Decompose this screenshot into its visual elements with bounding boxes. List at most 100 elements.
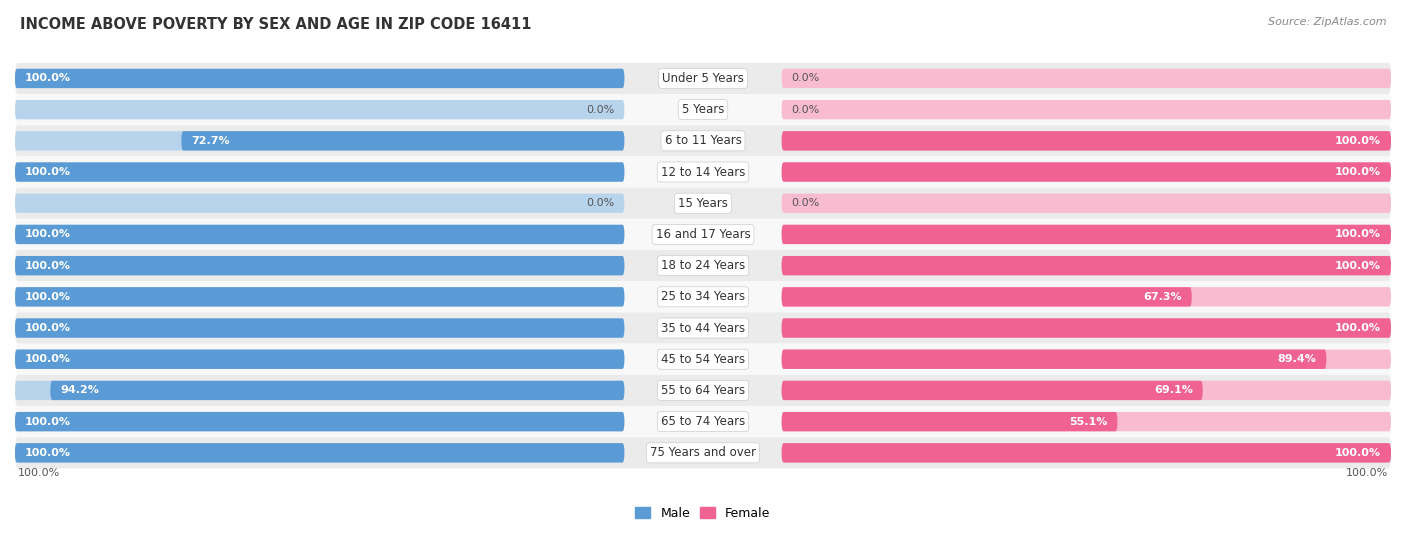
FancyBboxPatch shape [15, 412, 624, 432]
FancyBboxPatch shape [782, 412, 1118, 432]
Text: 100.0%: 100.0% [25, 354, 70, 364]
FancyBboxPatch shape [15, 287, 624, 306]
FancyBboxPatch shape [15, 69, 624, 88]
FancyBboxPatch shape [782, 443, 1391, 462]
FancyBboxPatch shape [782, 69, 1391, 88]
FancyBboxPatch shape [15, 256, 624, 276]
Text: 16 and 17 Years: 16 and 17 Years [655, 228, 751, 241]
FancyBboxPatch shape [15, 406, 1391, 437]
Text: 69.1%: 69.1% [1154, 386, 1192, 395]
FancyBboxPatch shape [782, 287, 1391, 306]
Text: 75 Years and over: 75 Years and over [650, 446, 756, 459]
Text: 6 to 11 Years: 6 to 11 Years [665, 134, 741, 148]
Text: 100.0%: 100.0% [1336, 167, 1381, 177]
Text: 100.0%: 100.0% [25, 292, 70, 302]
Text: 100.0%: 100.0% [25, 73, 70, 83]
Text: 0.0%: 0.0% [792, 198, 820, 209]
FancyBboxPatch shape [15, 319, 624, 338]
FancyBboxPatch shape [15, 437, 1391, 468]
Text: 0.0%: 0.0% [586, 105, 614, 115]
Text: 0.0%: 0.0% [586, 198, 614, 209]
FancyBboxPatch shape [15, 188, 1391, 219]
FancyBboxPatch shape [15, 250, 1391, 281]
Text: 15 Years: 15 Years [678, 197, 728, 210]
FancyBboxPatch shape [15, 319, 624, 338]
FancyBboxPatch shape [51, 381, 624, 400]
FancyBboxPatch shape [782, 131, 1391, 150]
FancyBboxPatch shape [15, 100, 624, 119]
Text: 67.3%: 67.3% [1143, 292, 1182, 302]
FancyBboxPatch shape [782, 443, 1391, 462]
FancyBboxPatch shape [15, 375, 1391, 406]
Text: 25 to 34 Years: 25 to 34 Years [661, 290, 745, 304]
Text: 55.1%: 55.1% [1069, 416, 1108, 427]
FancyBboxPatch shape [782, 225, 1391, 244]
FancyBboxPatch shape [15, 162, 624, 182]
FancyBboxPatch shape [15, 94, 1391, 125]
FancyBboxPatch shape [15, 256, 624, 276]
FancyBboxPatch shape [15, 281, 1391, 312]
FancyBboxPatch shape [15, 193, 624, 213]
FancyBboxPatch shape [782, 287, 1192, 306]
Text: 18 to 24 Years: 18 to 24 Years [661, 259, 745, 272]
FancyBboxPatch shape [782, 256, 1391, 276]
Text: Source: ZipAtlas.com: Source: ZipAtlas.com [1268, 17, 1386, 27]
FancyBboxPatch shape [782, 349, 1326, 369]
Text: Under 5 Years: Under 5 Years [662, 72, 744, 85]
FancyBboxPatch shape [782, 162, 1391, 182]
FancyBboxPatch shape [15, 157, 1391, 188]
FancyBboxPatch shape [782, 381, 1202, 400]
Text: 100.0%: 100.0% [25, 323, 70, 333]
FancyBboxPatch shape [782, 225, 1391, 244]
FancyBboxPatch shape [782, 162, 1391, 182]
Text: 100.0%: 100.0% [25, 260, 70, 271]
FancyBboxPatch shape [15, 312, 1391, 344]
Text: 0.0%: 0.0% [792, 105, 820, 115]
FancyBboxPatch shape [181, 131, 624, 150]
FancyBboxPatch shape [782, 319, 1391, 338]
FancyBboxPatch shape [15, 219, 1391, 250]
Text: 100.0%: 100.0% [1346, 468, 1388, 478]
FancyBboxPatch shape [15, 287, 624, 306]
FancyBboxPatch shape [15, 225, 624, 244]
Text: 100.0%: 100.0% [25, 448, 70, 458]
FancyBboxPatch shape [15, 349, 624, 369]
FancyBboxPatch shape [782, 412, 1391, 432]
Text: 100.0%: 100.0% [1336, 448, 1381, 458]
Text: 65 to 74 Years: 65 to 74 Years [661, 415, 745, 428]
FancyBboxPatch shape [782, 193, 1391, 213]
FancyBboxPatch shape [15, 381, 624, 400]
Text: 100.0%: 100.0% [25, 229, 70, 239]
Text: 35 to 44 Years: 35 to 44 Years [661, 321, 745, 334]
FancyBboxPatch shape [15, 344, 1391, 375]
FancyBboxPatch shape [15, 349, 624, 369]
Text: 89.4%: 89.4% [1278, 354, 1316, 364]
Text: 100.0%: 100.0% [1336, 229, 1381, 239]
Text: 55 to 64 Years: 55 to 64 Years [661, 384, 745, 397]
Text: 100.0%: 100.0% [1336, 260, 1381, 271]
Text: 94.2%: 94.2% [60, 386, 98, 395]
FancyBboxPatch shape [15, 63, 1391, 94]
FancyBboxPatch shape [15, 69, 624, 88]
FancyBboxPatch shape [782, 256, 1391, 276]
Text: 100.0%: 100.0% [25, 167, 70, 177]
Text: 100.0%: 100.0% [1336, 136, 1381, 146]
FancyBboxPatch shape [15, 162, 624, 182]
Legend: Male, Female: Male, Female [636, 507, 770, 520]
FancyBboxPatch shape [782, 349, 1391, 369]
Text: 72.7%: 72.7% [191, 136, 229, 146]
Text: 45 to 54 Years: 45 to 54 Years [661, 353, 745, 366]
FancyBboxPatch shape [15, 225, 624, 244]
FancyBboxPatch shape [782, 319, 1391, 338]
Text: 100.0%: 100.0% [18, 468, 60, 478]
FancyBboxPatch shape [782, 131, 1391, 150]
Text: 0.0%: 0.0% [792, 73, 820, 83]
Text: 100.0%: 100.0% [25, 416, 70, 427]
FancyBboxPatch shape [15, 412, 624, 432]
FancyBboxPatch shape [15, 443, 624, 462]
FancyBboxPatch shape [15, 125, 1391, 157]
FancyBboxPatch shape [15, 131, 624, 150]
FancyBboxPatch shape [782, 381, 1391, 400]
Text: 5 Years: 5 Years [682, 103, 724, 116]
Text: INCOME ABOVE POVERTY BY SEX AND AGE IN ZIP CODE 16411: INCOME ABOVE POVERTY BY SEX AND AGE IN Z… [20, 17, 531, 32]
